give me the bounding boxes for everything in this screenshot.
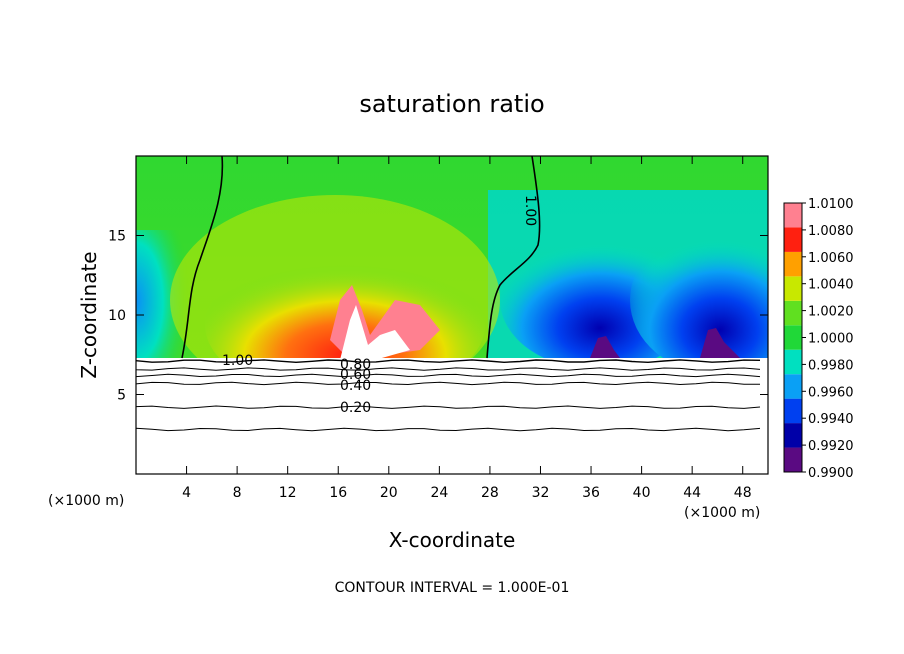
contour-label-0.60: 0.60 bbox=[340, 367, 371, 383]
colorbar-label: 1.0100 bbox=[808, 197, 854, 212]
colorbar-swatch bbox=[784, 423, 802, 448]
colorbar-swatch bbox=[784, 276, 802, 301]
contour-line bbox=[136, 359, 761, 364]
contour-line bbox=[136, 381, 760, 386]
x-tick-label: 28 bbox=[481, 485, 499, 501]
x-unit-right: (×1000 m) bbox=[684, 505, 760, 521]
plot-area bbox=[136, 156, 768, 474]
colorbar: 0.9900 0.9920 0.9940 0.9960 0.9980 1.0000 1.00… bbox=[783, 197, 854, 481]
contour-label-0.80: 0.80 bbox=[340, 357, 371, 373]
chart-title: saturation ratio bbox=[359, 90, 544, 118]
x-tick-label: 12 bbox=[279, 485, 297, 501]
contour-1.00-right bbox=[486, 156, 541, 359]
colorbar-label: 1.0020 bbox=[808, 305, 854, 320]
colorbar-label: 1.0060 bbox=[808, 251, 854, 266]
x-tick-label: 36 bbox=[582, 485, 600, 501]
x-ticks: 4 8 12 16 20 24 28 32 36 40 44 48 bbox=[182, 156, 752, 501]
contour-line bbox=[136, 367, 761, 371]
colorbar-label: 1.0000 bbox=[808, 332, 854, 347]
x-axis-label: X-coordinate bbox=[389, 528, 516, 552]
white-core bbox=[340, 305, 410, 360]
blue-cell-2 bbox=[630, 225, 768, 375]
y-tick-label: 10 bbox=[108, 308, 126, 324]
colorbar-swatch bbox=[784, 374, 802, 399]
colorbar-swatch bbox=[784, 398, 802, 424]
x-tick-label: 40 bbox=[633, 485, 651, 501]
colorbar-label: 0.9900 bbox=[808, 466, 854, 481]
x-tick-label: 16 bbox=[329, 485, 347, 501]
x-tick-label: 48 bbox=[734, 485, 752, 501]
contour-label-1.00: 1.00 bbox=[222, 353, 253, 369]
colorbar-label: 0.9960 bbox=[808, 385, 854, 400]
colorbar-label: 0.9980 bbox=[808, 358, 854, 373]
colorbar-label: 1.0080 bbox=[808, 224, 854, 239]
y-ticks: 5 10 15 bbox=[108, 229, 768, 404]
contour-lines bbox=[136, 359, 761, 432]
y-tick-label: 15 bbox=[108, 229, 126, 245]
x-unit-left: (×1000 m) bbox=[48, 493, 124, 509]
lower-subsaturated-zone bbox=[136, 358, 768, 474]
contour-line bbox=[136, 373, 761, 378]
colorbar-swatch bbox=[784, 325, 802, 350]
contour-label-1.00-top: 1.00 bbox=[522, 195, 538, 226]
y-axis-label: Z-coordinate bbox=[77, 251, 101, 378]
colorbar-swatch bbox=[784, 349, 802, 375]
contour-1.00-left bbox=[181, 156, 224, 359]
y-tick-label: 5 bbox=[117, 388, 126, 404]
contour-line bbox=[136, 405, 761, 409]
colorbar-label: 0.9940 bbox=[808, 412, 854, 427]
x-tick-label: 8 bbox=[233, 485, 242, 501]
x-tick-label: 20 bbox=[380, 485, 398, 501]
x-tick-label: 4 bbox=[182, 485, 191, 501]
x-tick-label: 32 bbox=[532, 485, 550, 501]
colorbar-label: 0.9920 bbox=[808, 439, 854, 454]
colorbar-swatch bbox=[784, 300, 802, 326]
purple-cell-1 bbox=[590, 336, 620, 358]
x-tick-label: 44 bbox=[683, 485, 701, 501]
colorbar-label: 1.0040 bbox=[808, 278, 854, 293]
purple-cell-2 bbox=[700, 328, 740, 358]
colorbar-swatch bbox=[784, 227, 802, 252]
contour-interval-note: CONTOUR INTERVAL = 1.000E-01 bbox=[335, 580, 570, 596]
colorbar-swatch bbox=[784, 447, 802, 472]
contour-line bbox=[136, 427, 761, 432]
contour-label-0.20: 0.20 bbox=[340, 400, 371, 416]
contour-label-0.40: 0.40 bbox=[340, 378, 371, 394]
colorbar-swatch bbox=[784, 251, 802, 277]
colorbar-swatch bbox=[784, 203, 802, 228]
x-tick-label: 24 bbox=[430, 485, 448, 501]
